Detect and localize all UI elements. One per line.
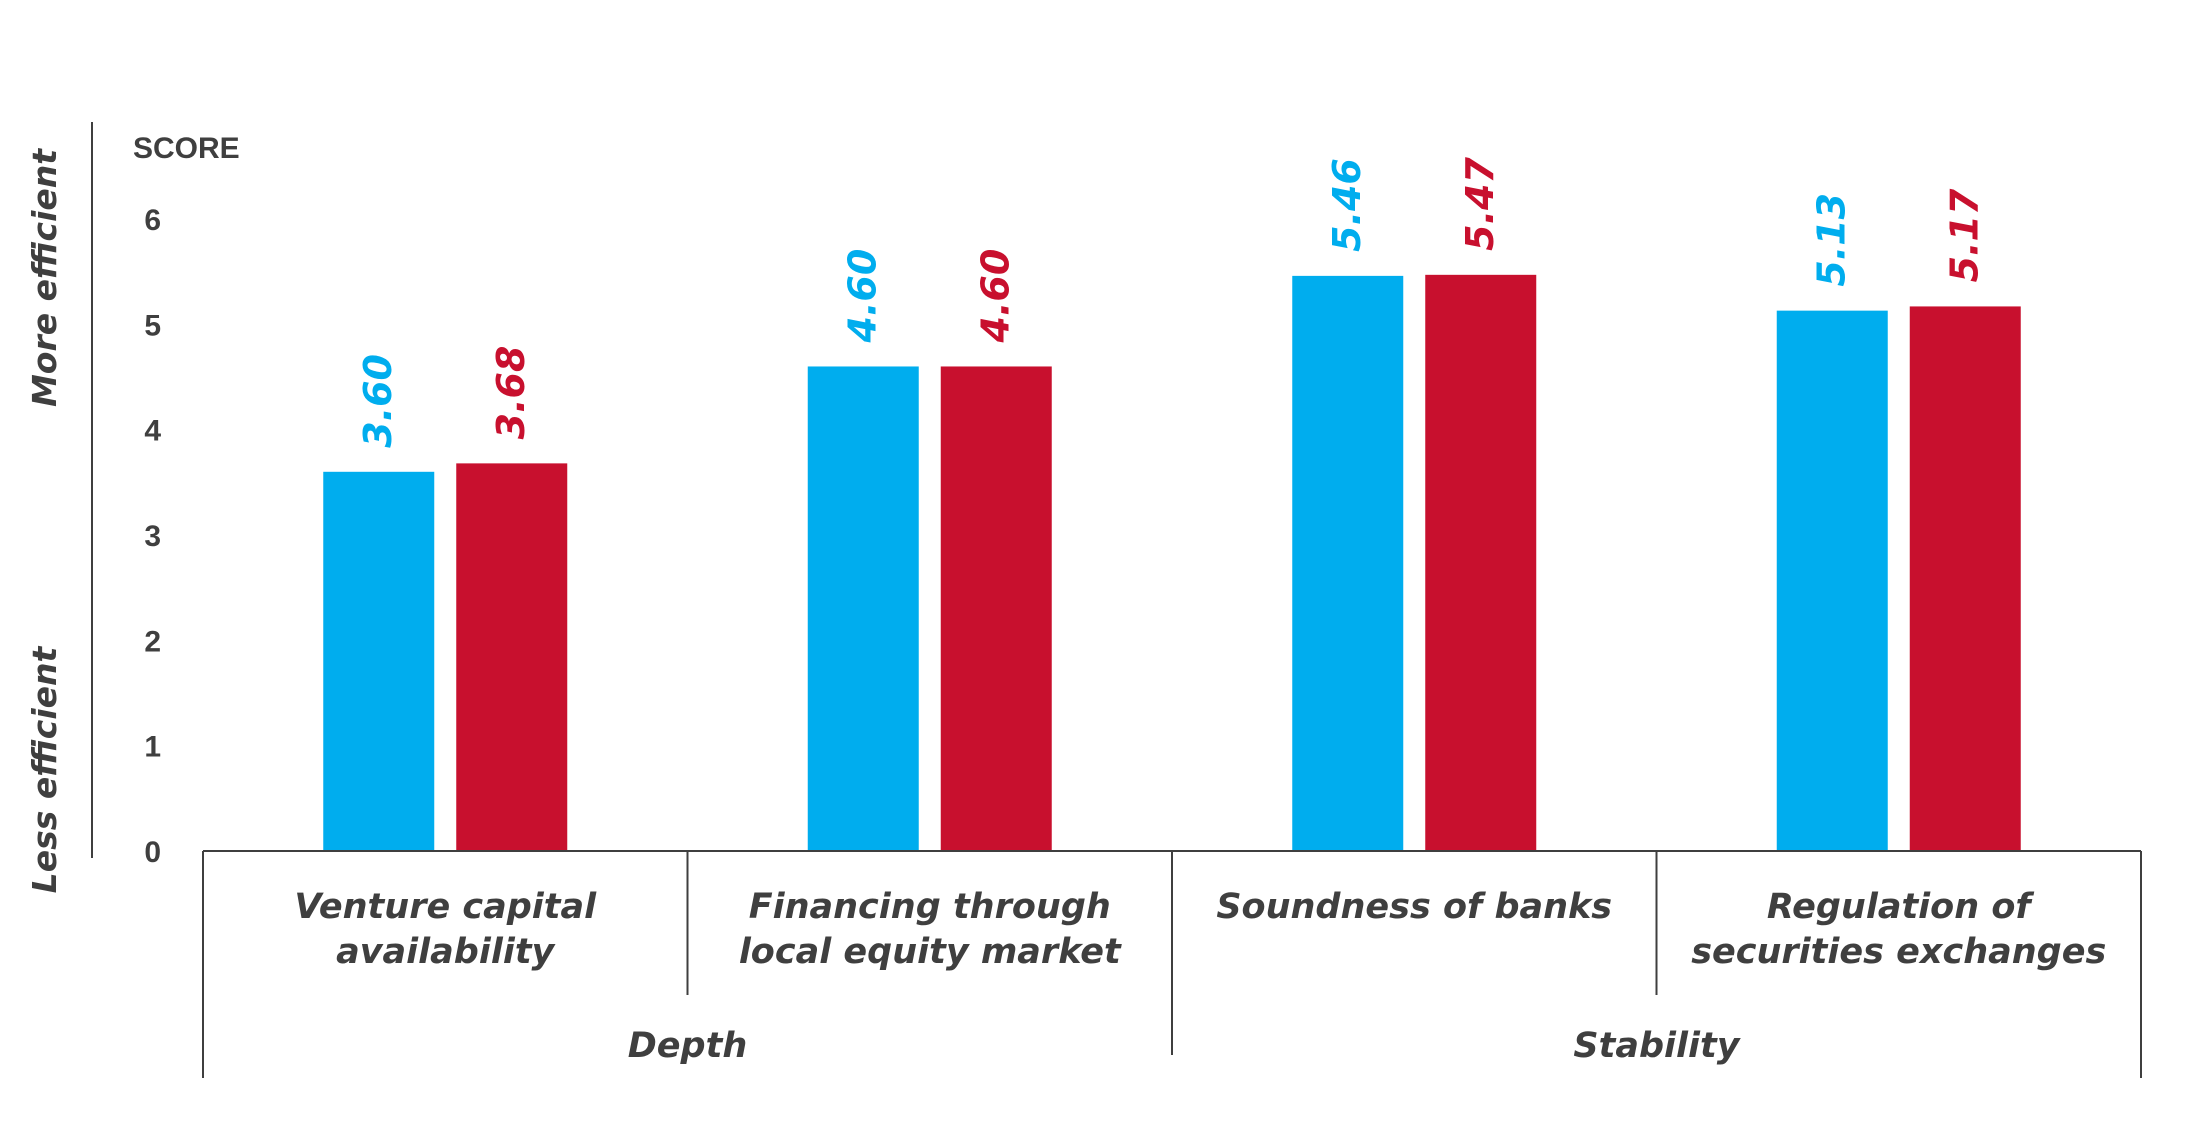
data-label: 4.60 bbox=[973, 249, 1017, 344]
category-label: Financing through local equity market bbox=[739, 887, 1122, 972]
bar bbox=[1909, 306, 2021, 852]
y-tick-label: 1 bbox=[144, 731, 161, 764]
data-label: 3.68 bbox=[489, 346, 533, 440]
group-label: Stability bbox=[1573, 1026, 1741, 1066]
more-efficient-label: More efficient bbox=[25, 148, 64, 407]
y-tick-label: 2 bbox=[144, 625, 161, 658]
y-tick-label: 0 bbox=[144, 836, 161, 869]
y-axis-title: SCORE bbox=[133, 132, 240, 165]
data-label: 5.46 bbox=[1325, 158, 1369, 252]
bar bbox=[1776, 310, 1888, 851]
data-label: 5.13 bbox=[1809, 193, 1853, 287]
less-efficient-label: Less efficient bbox=[25, 645, 64, 893]
y-tick-label: 4 bbox=[144, 415, 161, 448]
bar bbox=[807, 366, 919, 851]
bar bbox=[1425, 274, 1537, 851]
bar bbox=[323, 471, 435, 851]
bar bbox=[456, 463, 568, 851]
bar bbox=[1292, 275, 1404, 851]
data-label: 4.60 bbox=[840, 249, 884, 344]
bar bbox=[940, 366, 1052, 851]
category-label: Soundness of banks bbox=[1216, 887, 1612, 927]
category-label: Regulation of securities exchanges bbox=[1691, 887, 2106, 972]
y-tick-label: 3 bbox=[144, 520, 161, 553]
data-label: 3.60 bbox=[356, 354, 400, 448]
y-tick-label: 5 bbox=[144, 309, 161, 342]
category-label: Venture capital availability bbox=[294, 887, 597, 972]
y-tick-label: 6 bbox=[144, 204, 161, 237]
group-label: Depth bbox=[628, 1026, 748, 1066]
data-label: 5.17 bbox=[1942, 188, 1986, 282]
data-label: 5.47 bbox=[1458, 157, 1502, 251]
